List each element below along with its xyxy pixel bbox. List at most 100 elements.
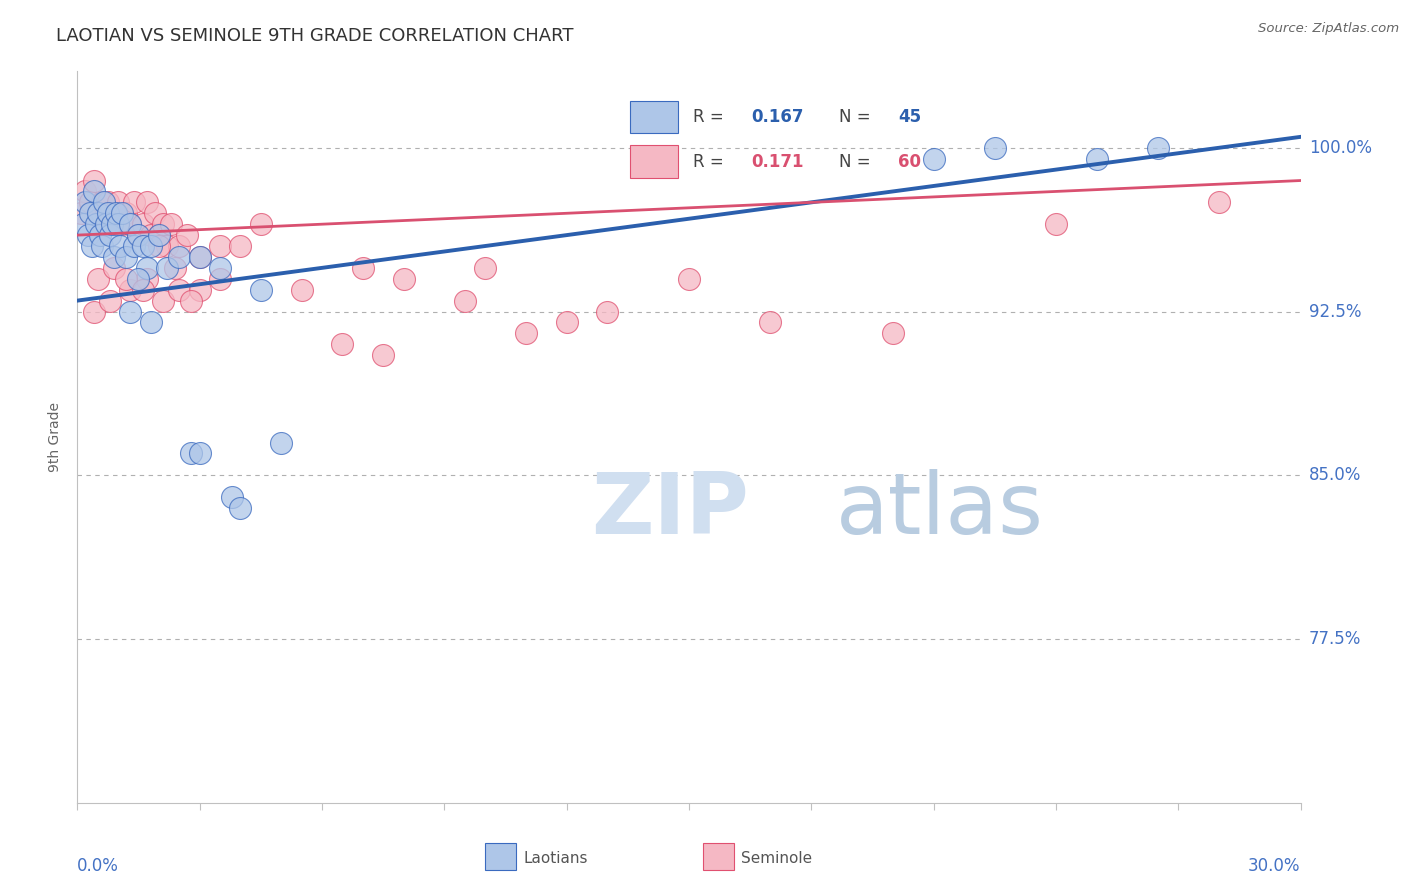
- Point: [79, 195, 101, 210]
- Point: [111, 206, 134, 220]
- Point: [127, 228, 149, 243]
- Point: [596, 304, 619, 318]
- Point: [139, 315, 162, 329]
- Text: ZIP: ZIP: [591, 468, 749, 552]
- Text: LAOTIAN VS SEMINOLE 9TH GRADE CORRELATION CHART: LAOTIAN VS SEMINOLE 9TH GRADE CORRELATIO…: [56, 27, 574, 45]
- Point: [72, 217, 94, 231]
- Point: [1147, 141, 1170, 155]
- Text: 100.0%: 100.0%: [1309, 139, 1372, 157]
- Point: [169, 250, 191, 264]
- Point: [94, 217, 117, 231]
- Y-axis label: 9th Grade: 9th Grade: [48, 402, 62, 472]
- Point: [392, 272, 415, 286]
- Point: [759, 315, 782, 329]
- Text: 30.0%: 30.0%: [1249, 857, 1301, 875]
- Point: [87, 272, 110, 286]
- Point: [98, 217, 121, 231]
- Point: [270, 435, 292, 450]
- Point: [107, 217, 129, 231]
- Point: [115, 206, 138, 220]
- Point: [93, 195, 115, 210]
- Text: 77.5%: 77.5%: [1309, 630, 1361, 648]
- Point: [103, 206, 125, 220]
- Point: [371, 348, 394, 362]
- Point: [98, 228, 121, 243]
- Text: 60: 60: [898, 153, 921, 170]
- Point: [84, 217, 107, 231]
- Point: [90, 195, 112, 210]
- Point: [79, 206, 101, 220]
- Point: [83, 185, 105, 199]
- Point: [83, 173, 105, 187]
- Point: [1085, 152, 1108, 166]
- Point: [984, 141, 1007, 155]
- Point: [882, 326, 904, 341]
- Point: [250, 217, 273, 231]
- Point: [120, 217, 142, 231]
- Point: [148, 228, 170, 243]
- Point: [290, 283, 312, 297]
- Text: 0.167: 0.167: [751, 108, 804, 127]
- Point: [97, 195, 120, 210]
- Point: [188, 283, 211, 297]
- Point: [250, 283, 273, 297]
- Point: [678, 272, 700, 286]
- Point: [101, 217, 124, 231]
- Point: [180, 293, 202, 308]
- Point: [165, 260, 187, 275]
- Point: [111, 217, 134, 231]
- Point: [94, 206, 117, 220]
- Text: atlas: atlas: [835, 468, 1043, 552]
- Point: [120, 217, 142, 231]
- Point: [922, 152, 945, 166]
- Point: [75, 195, 97, 210]
- Point: [169, 239, 191, 253]
- Point: [160, 217, 183, 231]
- Text: Source: ZipAtlas.com: Source: ZipAtlas.com: [1258, 22, 1399, 36]
- Point: [352, 260, 374, 275]
- Point: [453, 293, 475, 308]
- Point: [108, 239, 131, 253]
- Text: N =: N =: [839, 153, 876, 170]
- Point: [188, 250, 211, 264]
- Point: [152, 217, 174, 231]
- Point: [131, 239, 153, 253]
- Text: N =: N =: [839, 108, 876, 127]
- Point: [98, 293, 121, 308]
- Text: 0.171: 0.171: [751, 153, 804, 170]
- Point: [474, 260, 496, 275]
- Point: [332, 337, 354, 351]
- Point: [135, 260, 157, 275]
- Point: [515, 326, 537, 341]
- Point: [555, 315, 578, 329]
- Point: [188, 250, 211, 264]
- Text: 45: 45: [898, 108, 921, 127]
- Point: [135, 272, 157, 286]
- Point: [156, 239, 179, 253]
- Point: [188, 446, 211, 460]
- Point: [127, 228, 149, 243]
- Point: [208, 239, 231, 253]
- Point: [148, 239, 170, 253]
- Point: [1208, 195, 1230, 210]
- Point: [89, 228, 111, 243]
- Point: [90, 239, 112, 253]
- Point: [156, 260, 179, 275]
- Point: [139, 228, 162, 243]
- Text: Laotians: Laotians: [523, 851, 588, 865]
- Point: [70, 206, 93, 220]
- Point: [169, 283, 191, 297]
- Point: [75, 185, 97, 199]
- Point: [87, 206, 110, 220]
- Point: [208, 260, 231, 275]
- FancyBboxPatch shape: [630, 145, 678, 178]
- Point: [105, 206, 128, 220]
- Point: [229, 501, 252, 516]
- Text: 92.5%: 92.5%: [1309, 302, 1361, 320]
- Point: [229, 239, 252, 253]
- Point: [103, 250, 125, 264]
- Point: [103, 260, 125, 275]
- Text: R =: R =: [693, 108, 728, 127]
- Point: [83, 304, 105, 318]
- Point: [131, 217, 153, 231]
